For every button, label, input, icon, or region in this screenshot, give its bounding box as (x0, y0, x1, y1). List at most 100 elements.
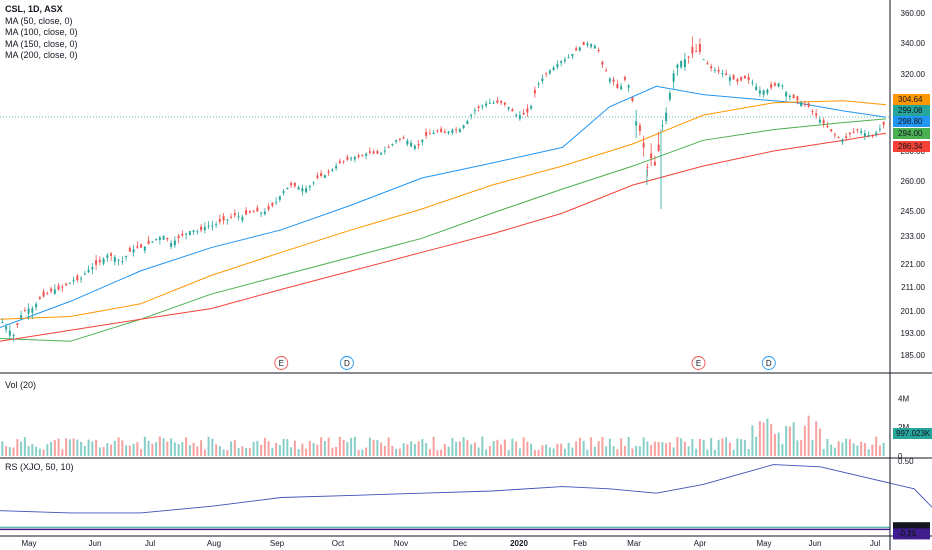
volume-badge-label: 997.023K (896, 429, 931, 438)
volume-bar (305, 448, 308, 456)
volume-bar (361, 449, 364, 456)
volume-bar (522, 437, 525, 456)
candle-body (638, 125, 641, 132)
volume-bar (620, 438, 623, 456)
ma-line-3 (0, 132, 887, 342)
candle-body (95, 260, 98, 265)
candle-body (117, 259, 120, 261)
volume-bar (661, 442, 664, 456)
volume-bar (721, 438, 724, 456)
candle-body (312, 182, 315, 184)
volume-pane (1, 415, 885, 456)
candle-body (252, 211, 255, 213)
volume-bar (575, 441, 578, 456)
volume-bar (638, 446, 641, 456)
volume-bar (406, 444, 409, 456)
candle-body (732, 75, 735, 80)
volume-bar (530, 443, 533, 456)
volume-bar (335, 446, 338, 456)
date-tick: Jul (145, 539, 155, 548)
volume-bar (777, 432, 780, 456)
volume-bar (676, 437, 679, 456)
volume-bar (623, 445, 626, 456)
candle-body (567, 57, 570, 59)
candle-body (841, 139, 844, 143)
volume-bar (773, 433, 776, 456)
volume-bar (125, 445, 128, 456)
date-tick: Jun (89, 539, 102, 548)
candle-body (560, 61, 563, 63)
volume-bar (267, 441, 270, 456)
volume-bar (297, 449, 300, 456)
volume-bar (815, 421, 818, 456)
volume-bar (702, 439, 705, 456)
candle-body (301, 188, 304, 192)
price-badge (893, 105, 930, 116)
candle-body (601, 61, 604, 65)
candle-body (125, 256, 128, 258)
candle-body (98, 259, 101, 263)
candle-body (518, 115, 521, 119)
candle-body (132, 249, 135, 253)
volume-bar (552, 448, 555, 456)
volume-bar (751, 425, 754, 456)
candle-body (511, 109, 514, 112)
volume-bar (263, 437, 266, 456)
candle-body (582, 41, 585, 46)
volume-bar (301, 443, 304, 456)
price-tick: 320.00 (901, 70, 926, 79)
candle-body (503, 102, 506, 105)
volume-bar (582, 440, 585, 456)
candle-body (451, 129, 454, 133)
candle-body (642, 142, 645, 148)
candle-body (713, 69, 716, 71)
volume-bar (788, 426, 791, 456)
candle-body (526, 108, 529, 113)
volume-bar (425, 443, 428, 456)
volume-bar (830, 444, 833, 456)
candle-body (672, 73, 675, 82)
candle-body (383, 150, 386, 152)
price-tick: 193.00 (901, 329, 926, 338)
volume-bar (113, 440, 116, 456)
candle-body (72, 280, 75, 282)
volume-bar (271, 447, 274, 456)
volume-bar (807, 415, 810, 456)
candle-body (612, 79, 615, 82)
volume-bar (23, 437, 26, 456)
candle-body (856, 129, 859, 131)
volume-bar (312, 442, 315, 456)
candle-body (736, 79, 739, 82)
volume-bar (470, 444, 473, 456)
volume-bar (106, 443, 109, 456)
candle-body (646, 166, 649, 168)
candle-body (387, 146, 390, 148)
volume-bar (833, 447, 836, 456)
volume-bar (447, 446, 450, 456)
volume-bar (725, 437, 728, 456)
candle-body (515, 115, 518, 117)
candle-body (687, 56, 690, 58)
candle-body (661, 125, 664, 127)
volume-bar (387, 437, 390, 456)
volume-bar (80, 441, 83, 456)
candle-body (882, 121, 885, 125)
price-tick: 233.00 (901, 232, 926, 241)
volume-bar (856, 445, 859, 456)
candle-body (473, 110, 476, 112)
candle-body (297, 187, 300, 190)
candle-body (121, 261, 124, 263)
candle-body (755, 86, 758, 91)
candle-body (16, 323, 19, 325)
volume-bar (147, 440, 150, 456)
candle-body (803, 104, 806, 106)
candle-body (702, 59, 705, 61)
candle-body (728, 77, 731, 81)
candle-body (170, 243, 173, 247)
candle-body (458, 129, 461, 133)
date-tick: Jun (809, 539, 822, 548)
candle-body (421, 139, 424, 143)
